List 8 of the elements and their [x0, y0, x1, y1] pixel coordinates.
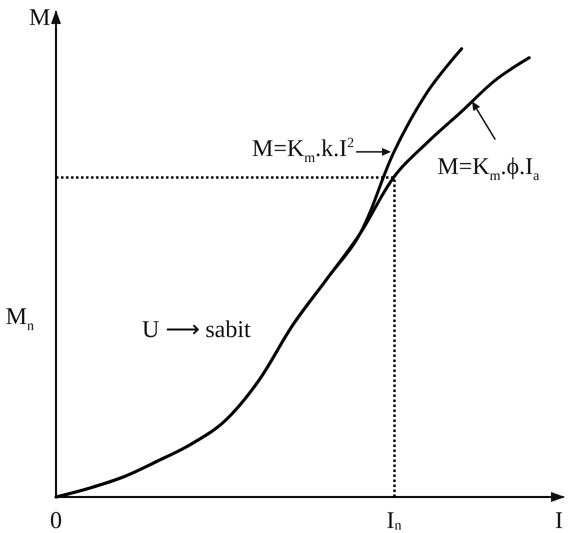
y-axis-title: M [29, 5, 50, 31]
text: M$_{n}$ [6, 304, 34, 334]
annotation: U ⟶ sabit [142, 317, 251, 344]
annotation: M=K$_{m}$.k.I$^{2}$ [252, 136, 354, 166]
x-tick-label: 0 [50, 508, 62, 533]
x-axis-title: I [555, 508, 563, 533]
x-tick-label: In [386, 508, 402, 533]
annotation: M=K$_{m}$.ϕ.I$_{a}$ [437, 154, 540, 184]
